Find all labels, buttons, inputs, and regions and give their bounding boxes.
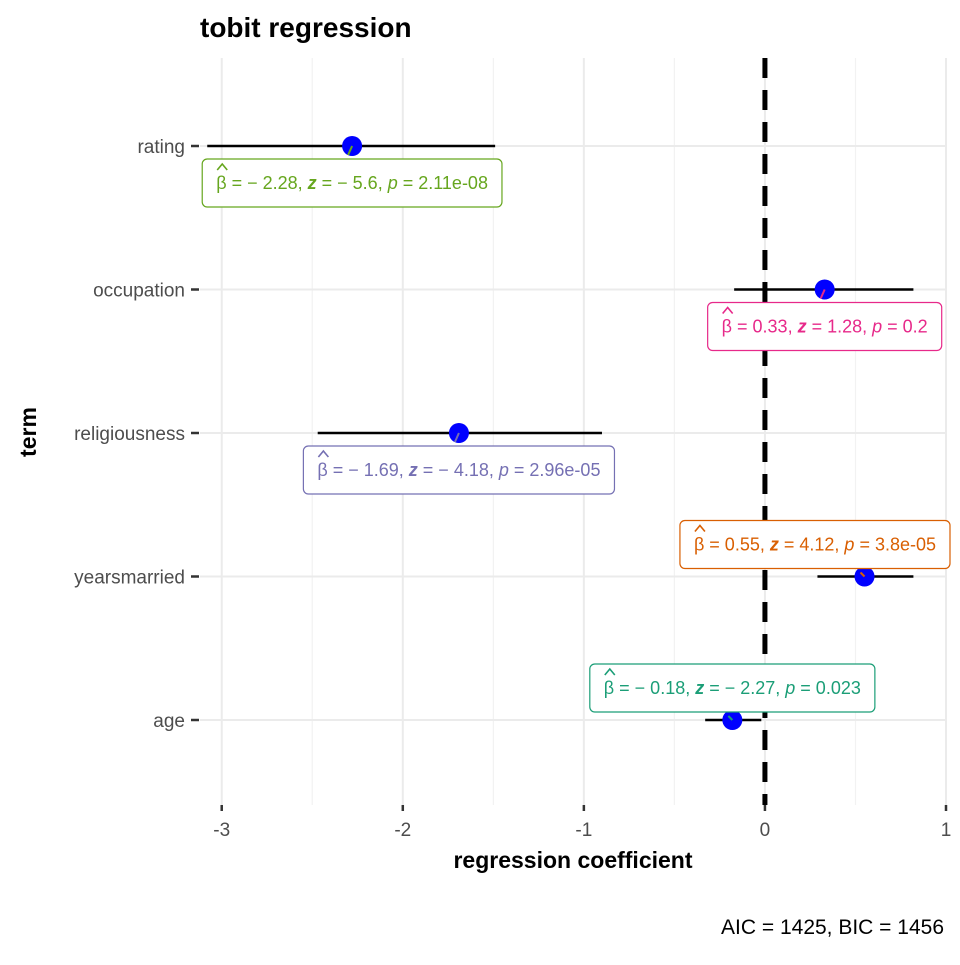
beta-symbol: β (317, 460, 327, 480)
stat-label-box (589, 663, 876, 713)
p-symbol: p (498, 460, 509, 480)
stat-label-yearsmarried: β = 0.55, z = 4.12, p = 3.8e-05 (679, 519, 951, 578)
x-tick-label: -1 (575, 820, 592, 841)
p-symbol: p (387, 173, 398, 193)
caption: AIC = 1425, BIC = 1456 (721, 916, 944, 939)
z-symbol: z (408, 460, 418, 480)
beta-hat (216, 162, 228, 171)
p-symbol: p (784, 678, 795, 698)
z-symbol: z (769, 535, 779, 555)
beta-hat (694, 524, 706, 533)
stat-label-text: β = − 0.18, z = − 2.27, p = 0.023 (604, 678, 861, 698)
p-symbol: p (843, 535, 854, 555)
label-connector (454, 432, 460, 443)
stat-label-text: β = 0.55, z = 4.12, p = 3.8e-05 (694, 535, 936, 555)
y-axis: rating occupation religiousness yearsmarrie… (74, 137, 199, 732)
label-connector (819, 289, 826, 299)
x-tick-label: -3 (213, 820, 230, 841)
stat-label-occupation: β = 0.33, z = 1.28, p = 0.2 (707, 289, 943, 352)
beta-hat (604, 667, 616, 676)
y-tick-label-yearsmarried: yearsmarried (74, 568, 185, 589)
beta-hat (317, 449, 330, 458)
p-symbol: p (871, 317, 882, 337)
x-tick-label: 0 (760, 820, 771, 841)
x-tick-label: 1 (941, 820, 952, 841)
z-symbol: z (307, 173, 317, 193)
beta-symbol: β (694, 535, 704, 555)
stat-label-box (201, 158, 503, 208)
stat-label-box (707, 301, 943, 352)
stat-label-box (302, 445, 616, 495)
beta-symbol: β (216, 173, 226, 193)
y-tick-label-rating: rating (137, 137, 185, 158)
label-connector (727, 715, 734, 721)
z-symbol: z (797, 317, 807, 337)
beta-hat (722, 306, 734, 315)
z-symbol: z (694, 678, 704, 698)
x-axis-title: regression coefficient (453, 847, 692, 873)
label-connector (347, 145, 354, 156)
stat-label-text: β = − 2.28, z = − 5.6, p = 2.11e-08 (216, 173, 488, 193)
y-axis-title: term (15, 407, 41, 457)
stat-label-rating: β = − 2.28, z = − 5.6, p = 2.11e-08 (201, 145, 503, 208)
x-axis: -3 -2 -1 0 1 (213, 805, 951, 841)
chart-title: tobit regression (200, 12, 412, 43)
stat-label-age: β = − 0.18, z = − 2.27, p = 0.023 (589, 663, 876, 721)
y-tick-label-religiousness: religiousness (74, 424, 185, 445)
y-tick-label-age: age (153, 711, 185, 732)
stat-label-box (679, 519, 951, 570)
stat-labels: β = − 2.28, z = − 5.6, p = 2.11e-08 β = 0… (201, 145, 951, 721)
stat-label-religiousness: β = − 1.69, z = − 4.18, p = 2.96e-05 (302, 432, 616, 495)
beta-symbol: β (722, 317, 732, 337)
x-tick-label: -2 (394, 820, 411, 841)
label-connector (859, 571, 866, 578)
stat-label-text: β = − 1.69, z = − 4.18, p = 2.96e-05 (317, 460, 600, 480)
y-tick-label-occupation: occupation (93, 281, 185, 302)
stat-label-text: β = 0.33, z = 1.28, p = 0.2 (722, 317, 928, 337)
beta-symbol: β (604, 678, 614, 698)
